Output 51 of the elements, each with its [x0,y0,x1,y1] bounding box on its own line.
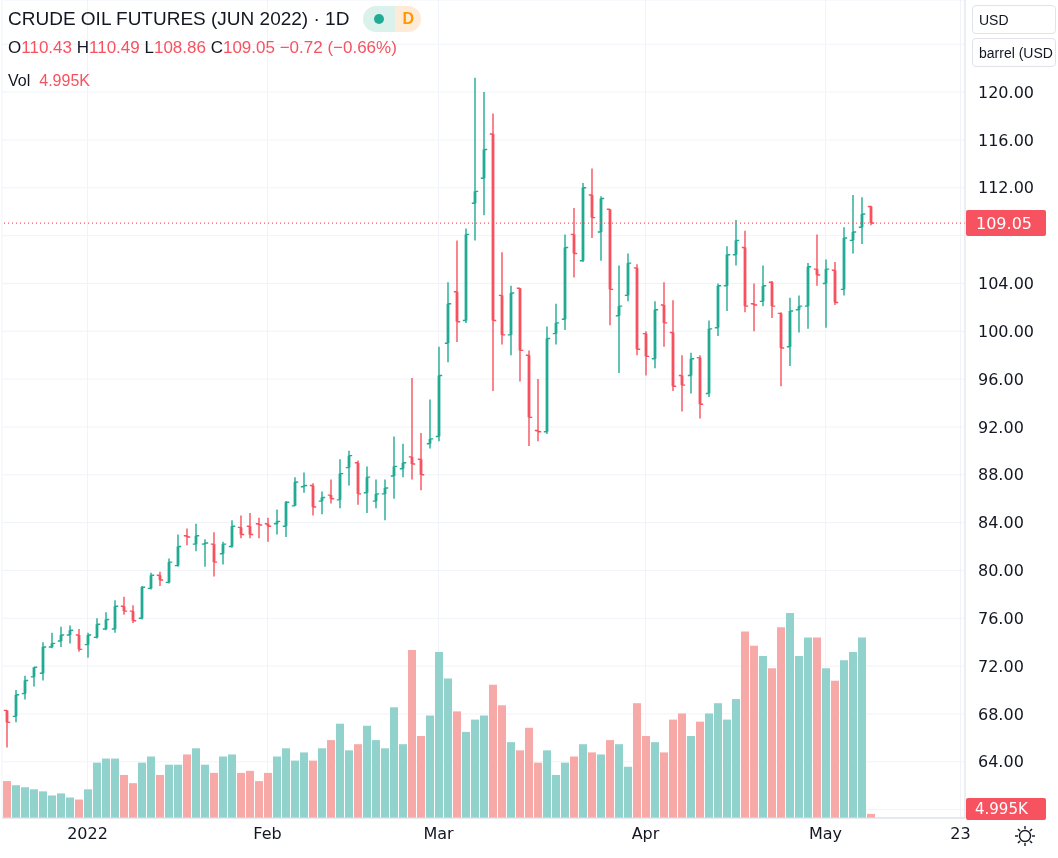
y-tick-label: 80.00 [978,561,1024,581]
y-tick-label: 68.00 [978,704,1024,724]
bar [210,772,218,818]
y-tick-label: 76.00 [978,608,1024,628]
chart-title: CRUDE OIL FUTURES (JUN 2022) · 1D [8,8,350,30]
bar [318,748,326,818]
y-tick-label: 64.00 [978,752,1024,772]
bar [75,799,83,818]
bar [759,656,767,818]
bar [579,744,587,818]
y-tick-label: 96.00 [978,369,1024,389]
y-tick-label: 92.00 [978,417,1024,437]
chart-title: Vol 4.995K [8,72,90,89]
label-box: USD [972,5,1056,34]
y-tick-label: 112.00 [978,178,1034,198]
bar [813,637,821,818]
bar [687,736,695,818]
bar [3,781,11,818]
y-tick-label: 116.00 [978,130,1034,150]
x-tick-label: 2022 [67,824,108,844]
bar [822,668,830,818]
bar [183,754,191,818]
text: O110.43 H110.49 L108.86 C109.05 −0.72 (−0.66%) [8,38,397,57]
y-tick-label: 88.00 [978,465,1024,485]
annotation: D [402,10,415,28]
bar [309,760,317,818]
label-box: barrel (USD [972,38,1056,67]
x-tick-label: Apr [631,824,660,844]
bar [651,742,659,818]
x-tick-label: Mar [423,824,455,844]
x-tick-label: 23 [950,824,971,844]
bar [453,711,461,818]
text: 4.995K [975,799,1028,818]
y-tick-label: 100.00 [978,321,1034,341]
x-tick-label: May [808,824,843,844]
x-tick-label: Feb [253,824,282,844]
bar [831,680,839,818]
y-tick-label: 104.00 [978,274,1034,294]
bar [327,740,335,818]
bar [588,752,596,818]
bar [156,774,164,818]
bar [606,740,614,818]
bar [696,721,704,818]
bar [570,756,578,818]
ref-line-label: 109.05 [976,213,1032,233]
y-tick-label: 120.00 [978,82,1034,102]
bar [354,744,362,818]
y-tick-label: 72.00 [978,656,1024,676]
y-tick-label: 84.00 [978,513,1024,533]
bar [597,754,605,818]
bar [507,742,515,818]
